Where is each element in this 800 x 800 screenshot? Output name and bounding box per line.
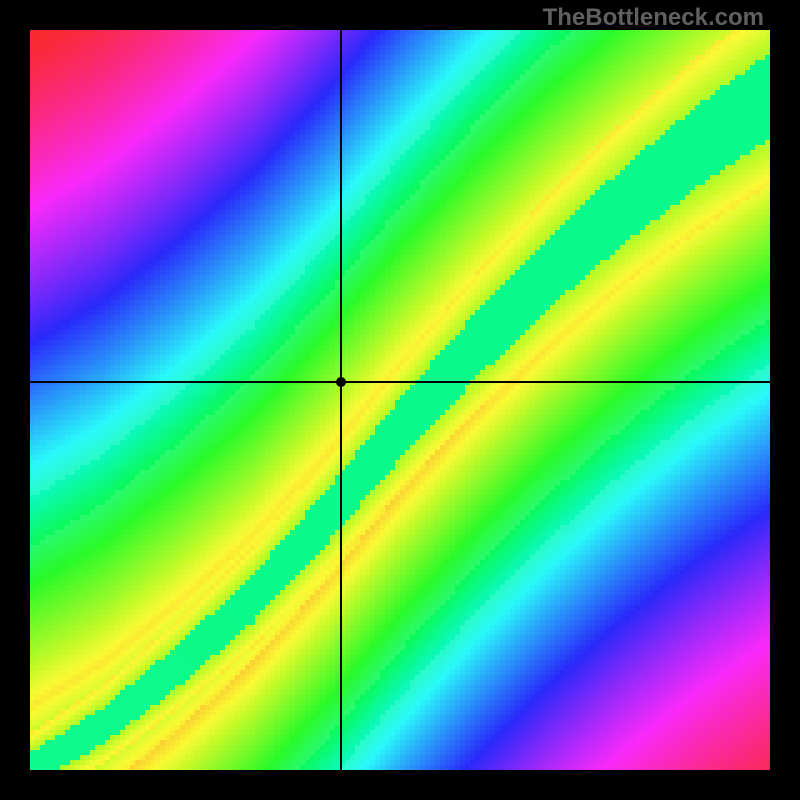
crosshair-horizontal [30, 381, 770, 383]
bottleneck-heatmap [30, 30, 770, 770]
watermark-label: TheBottleneck.com [543, 4, 764, 32]
crosshair-vertical [340, 30, 342, 770]
chart-container: TheBottleneck.com [0, 0, 800, 800]
data-point-marker [336, 377, 346, 387]
